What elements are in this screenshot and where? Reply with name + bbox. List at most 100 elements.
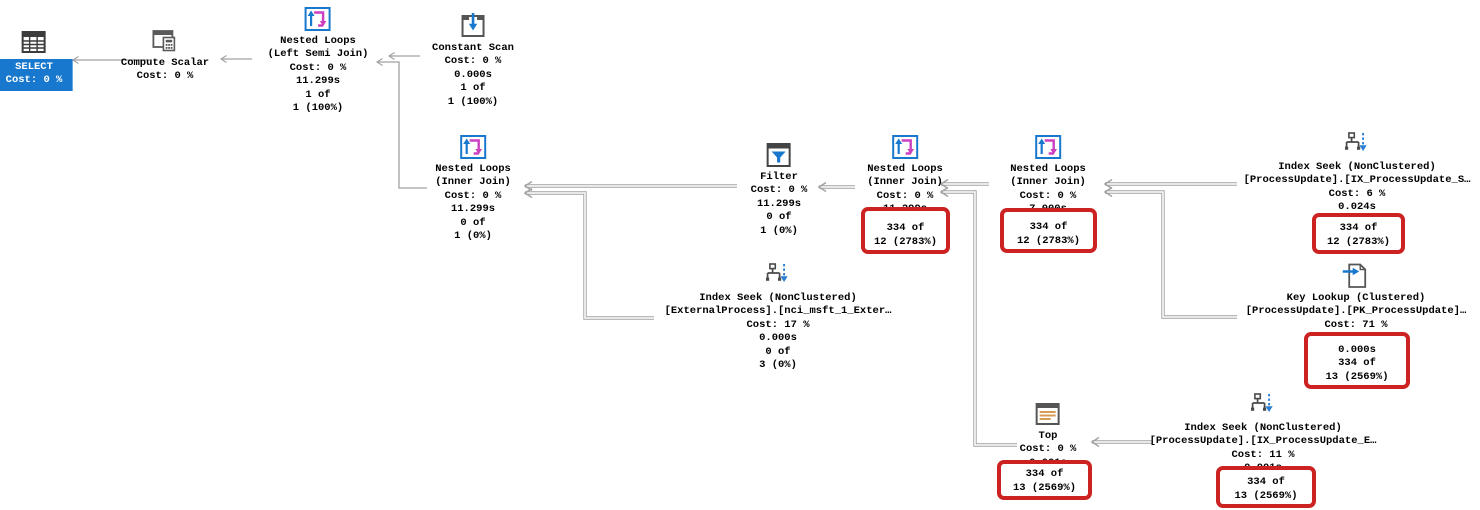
operator-text-line: Constant Scan [432,42,514,54]
operator-text-line: [ProcessUpdate].[IX_ProcessUpdate_S… [1243,174,1471,187]
plan-edge-top-to-nested-loops-inner-2 [939,186,1017,447]
nested-loops-icon [890,132,920,162]
actual-rows-warning-box: 334 of 12 (2783%) [1000,208,1097,253]
operator-text-line: Index Seek (NonClustered) [1184,422,1342,434]
operator-text-line: 0 of [460,216,486,229]
operator-text-line: 1 of [460,82,486,95]
plan-edge-filter-to-nested-loops-inner-1 [523,180,737,192]
operator-text-line: Cost: 17 % [746,318,810,331]
operator-text-line: 0 of [765,345,791,358]
plan-edge-key-lookup-to-nested-loops-inner-3 [1103,186,1237,319]
plan-edge-nested-loops-lsj-to-compute-scalar [219,55,252,63]
operator-label: Compute Scalar Cost: 0 % [121,57,209,84]
actual-rows-text-line: 334 of [1338,357,1376,370]
operator-label: Nested Loops (Left Semi Join) Cost: 0 % 11.… [268,35,369,115]
operator-text-line: 11.299s [295,75,341,88]
operator-text-line: Top [1038,430,1058,442]
plan-node-key-lookup-clustered[interactable]: Key Lookup (Clustered) [ProcessUpdate].[P… [1246,261,1467,332]
index-seek-icon [763,261,793,291]
actual-rows-text-line: 12 (2783%) [1326,235,1390,248]
actual-rows-text-line: 13 (2569%) [1012,481,1076,494]
operator-text-line: (Left Semi Join) [267,48,369,61]
plan-edge-nested-loops-inner-2-to-filter [817,181,855,193]
operator-text-line: 0.000s [454,68,492,81]
plan-edge-constant-scan-to-nested-loops-lsj [387,52,420,60]
filter-icon [764,140,794,170]
plan-node-nested-loops-inner-join-1[interactable]: Nested Loops (Inner Join) Cost: 0 % 11.299s… [435,132,511,243]
operator-text-line: Cost: 0 % [5,74,63,87]
operator-label: Key Lookup (Clustered) [ProcessUpdate].[P… [1246,292,1467,332]
plan-node-index-seek-externalprocess[interactable]: Index Seek (NonClustered) [ExternalProces… [665,261,892,372]
nested-loops-icon [1033,132,1063,162]
plan-node-nested-loops-inner-join-2[interactable]: Nested Loops(Inner Join)Cost: 0 %11.299s [867,132,943,217]
operator-text-line: Nested Loops [867,163,943,175]
operator-text-line: Cost: 0 % [289,61,347,74]
operator-text-line: 1 (100%) [292,102,344,115]
operator-label: Nested Loops(Inner Join)Cost: 0 %7.000s [1010,163,1086,217]
operator-text-line: Cost: 11 % [1231,448,1295,461]
nested-loops-icon [458,132,488,162]
operator-text-line: (Inner Join) [1010,176,1086,189]
plan-node-compute-scalar[interactable]: Compute Scalar Cost: 0 % [121,26,209,84]
operator-text-line: Nested Loops [1010,163,1086,175]
compute-scalar-icon [150,26,180,56]
operator-text-line: (Inner Join) [867,176,943,189]
plan-edge-index-seek-externalprocess-to-nested-loops-inner-1 [523,187,654,320]
actual-rows-warning-box: 334 of 13 (2569%) [1216,466,1316,508]
plan-edge-compute-scalar-to-select [71,56,150,64]
plan-edge-nested-loops-inner-3-to-nested-loops-inner-2 [939,178,989,190]
operator-text-line: 0.024s [1338,201,1376,214]
nested-loops-icon [303,4,333,34]
operator-text-line: Compute Scalar [120,57,210,69]
operator-text-line: SELECT [15,61,53,73]
plan-node-select[interactable]: SELECT Cost: 0 % [0,28,73,91]
plan-edge-index-seek-e-to-top [1090,436,1152,448]
operator-text-line: Key Lookup (Clustered) [1286,292,1426,304]
operator-text-line: Filter [760,171,798,183]
operator-label: Index Seek (NonClustered) [ProcessUpdate]… [1150,422,1377,476]
plan-node-nested-loops-inner-join-3[interactable]: Nested Loops(Inner Join)Cost: 0 %7.000s [1010,132,1086,217]
plan-node-index-seek-processupdate-e[interactable]: Index Seek (NonClustered) [ProcessUpdate]… [1150,391,1377,476]
actual-rows-text-line: 334 of [1029,221,1068,234]
actual-rows-warning-box: 0.000s 334 of 13 (2569%) [1304,332,1410,389]
plan-node-index-seek-processupdate-s[interactable]: Index Seek (NonClustered) [ProcessUpdate]… [1243,130,1471,215]
actual-rows-text-line: 334 of [886,222,925,235]
plan-edge-nested-loops-inner-1-to-nested-loops-lsj [375,58,427,189]
operator-text-line: 1 of [305,88,331,101]
select-result-icon [19,28,49,58]
operator-text-line: Index Seek (NonClustered) [1278,161,1436,173]
actual-rows-text-line: 334 of [1339,222,1378,235]
operator-text-line: [ExternalProcess].[nci_msft_1_Exter… [664,305,892,318]
actual-rows-warning-box: 334 of 12 (2783%) [861,207,950,254]
operator-text-line: 11.299s [450,203,496,216]
operator-text-line: Cost: 0 % [444,189,502,202]
plan-node-nested-loops-left-semi-join[interactable]: Nested Loops (Left Semi Join) Cost: 0 % 11.… [268,4,369,115]
operator-label: Constant Scan Cost: 0 % 0.000s 1 of 1 (100%) [432,42,514,109]
plan-edge-index-seek-s-to-nested-loops-inner-3 [1103,178,1237,190]
index-seek-icon [1248,391,1278,421]
operator-label: Index Seek (NonClustered) [ExternalProces… [665,292,892,372]
plan-node-constant-scan[interactable]: Constant Scan Cost: 0 % 0.000s 1 of 1 (100%) [432,11,514,109]
index-seek-icon [1342,130,1372,160]
operator-text-line: (Inner Join) [435,176,511,189]
operator-text-line: 11.299s [756,197,802,210]
operator-text-line: [ProcessUpdate].[PK_ProcessUpdate]… [1245,305,1467,318]
operator-text-line: Cost: 71 % [1324,318,1388,331]
selected-operator-highlight: SELECT Cost: 0 % [0,59,73,91]
operator-text-line: Index Seek (NonClustered) [699,292,857,304]
operator-text-line: 1 (0%) [760,224,798,237]
operator-label: Nested Loops (Inner Join) Cost: 0 % 11.299s… [435,163,511,243]
operator-text-line: Cost: 0 % [136,70,194,83]
key-lookup-icon [1341,261,1371,291]
actual-rows-text-line: 0.000s [1338,343,1376,356]
operator-text-line: 1 (0%) [454,230,492,243]
constant-scan-icon [458,11,488,41]
operator-text-line: Cost: 6 % [1328,187,1386,200]
actual-rows-text-line: 334 of [1025,468,1064,481]
operator-text-line: 0 of [766,211,792,224]
plan-node-filter[interactable]: Filter Cost: 0 % 11.299s 0 of 1 (0%) [751,140,807,238]
operator-text-line: 3 (0%) [759,359,797,372]
operator-text-line: Cost: 0 % [1019,189,1077,202]
